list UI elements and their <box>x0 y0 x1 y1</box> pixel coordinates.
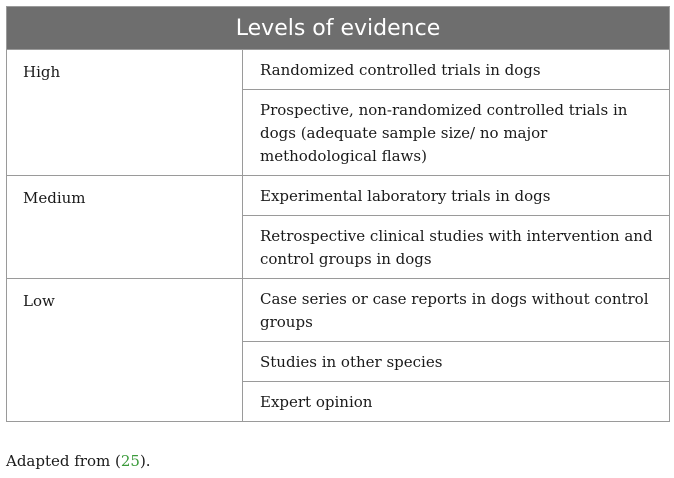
evidence-item: Experimental laboratory trials in dogs <box>242 175 670 216</box>
table-row: Studies in other species <box>7 341 670 382</box>
level-low: Low <box>6 278 243 422</box>
table-row: Expert opinion <box>7 381 670 422</box>
reference-link[interactable]: 25 <box>120 452 140 470</box>
caption-prefix: Adapted from ( <box>6 452 121 470</box>
table-row: High Randomized controlled trials in dog… <box>6 49 670 176</box>
table-caption: Adapted from (25). <box>6 452 151 470</box>
level-medium: Medium <box>6 175 243 279</box>
table-row: Medium Experimental laboratory trials in… <box>6 175 670 279</box>
evidence-item: Randomized controlled trials in dogs <box>242 49 670 90</box>
evidence-levels-table: Levels of evidence High Randomized contr… <box>6 6 670 422</box>
evidence-item: Studies in other species <box>242 341 670 382</box>
evidence-table-container: Levels of evidence High Randomized contr… <box>6 6 670 422</box>
evidence-item: Expert opinion <box>242 381 670 422</box>
table-header-row: Levels of evidence <box>6 6 670 50</box>
caption-suffix: ). <box>139 452 151 470</box>
table-row: Low Case series or case reports in dogs … <box>6 278 670 422</box>
evidence-item: Retrospective clinical studies with inte… <box>242 215 670 279</box>
table-row: Prospective, non-randomized controlled t… <box>7 89 670 176</box>
evidence-item: Prospective, non-randomized controlled t… <box>242 89 670 176</box>
level-high: High <box>6 49 243 176</box>
table-title: Levels of evidence <box>6 6 670 50</box>
evidence-item: Case series or case reports in dogs with… <box>242 278 670 342</box>
